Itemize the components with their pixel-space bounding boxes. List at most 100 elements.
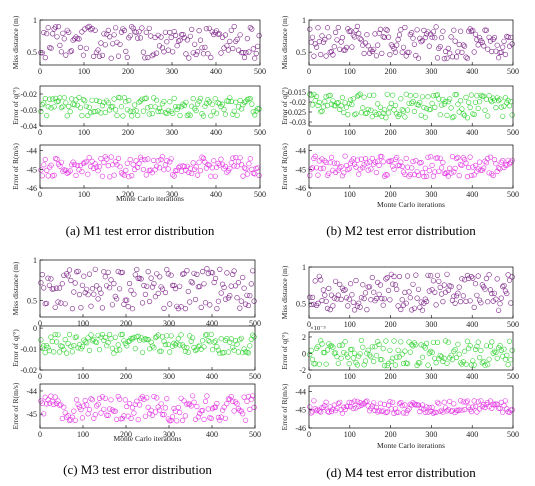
data-point <box>458 299 464 305</box>
data-point <box>43 300 50 306</box>
data-point <box>414 27 420 33</box>
data-point <box>485 113 491 119</box>
data-point <box>55 24 62 30</box>
data-point <box>428 273 434 279</box>
y-tick-label: -44 <box>295 147 306 156</box>
data-point <box>66 331 73 338</box>
data-point <box>58 300 64 306</box>
data-point <box>127 33 133 39</box>
data-point <box>214 400 220 407</box>
data-point <box>417 304 423 310</box>
data-point <box>84 286 90 292</box>
data-point <box>227 95 233 101</box>
data-point <box>187 401 193 407</box>
data-point <box>121 413 127 419</box>
data-point <box>92 108 98 115</box>
data-point <box>334 37 340 43</box>
scatter-series <box>307 153 515 180</box>
data-point <box>407 295 413 301</box>
data-point <box>66 267 73 273</box>
data-point <box>86 407 93 413</box>
data-point <box>320 165 327 171</box>
data-point <box>129 24 135 30</box>
data-point <box>214 344 220 350</box>
data-point <box>369 155 375 162</box>
data-point <box>396 32 403 38</box>
data-point <box>455 290 461 296</box>
data-point <box>218 156 224 162</box>
data-point <box>361 50 367 57</box>
y-tick-label: -45 <box>295 165 306 174</box>
data-point <box>142 291 148 298</box>
data-point <box>497 301 503 307</box>
data-point <box>502 398 509 404</box>
y-tick-label: 0 <box>33 324 37 333</box>
data-point <box>83 45 89 51</box>
data-point <box>63 414 70 420</box>
data-point <box>346 166 352 172</box>
data-point <box>112 25 119 31</box>
data-point <box>38 280 44 286</box>
data-point <box>137 402 143 408</box>
data-point <box>414 362 420 369</box>
data-point <box>89 158 95 164</box>
data-point <box>85 171 91 177</box>
data-point <box>337 399 343 405</box>
data-point <box>185 288 191 295</box>
data-point <box>464 115 471 121</box>
data-point <box>352 307 358 313</box>
data-point <box>45 275 51 281</box>
data-point <box>96 53 103 59</box>
data-point <box>214 28 220 34</box>
data-point <box>327 92 333 98</box>
data-point <box>155 404 161 410</box>
data-point <box>501 282 507 289</box>
x-tick-label: 300 <box>163 430 175 439</box>
data-point <box>85 112 91 119</box>
data-point <box>227 165 233 172</box>
data-point <box>238 335 244 341</box>
data-point <box>237 97 243 104</box>
data-point <box>320 39 327 45</box>
x-tick-label: 300 <box>166 128 178 137</box>
data-point <box>464 174 471 180</box>
data-point <box>56 285 63 291</box>
data-point <box>350 355 356 361</box>
data-point <box>482 107 488 113</box>
data-point <box>137 98 144 104</box>
data-point <box>415 55 422 61</box>
data-point <box>84 402 90 408</box>
data-point <box>380 110 386 116</box>
data-point <box>99 102 105 109</box>
data-point <box>502 95 509 101</box>
data-point <box>234 36 240 43</box>
data-point <box>135 35 141 41</box>
data-point <box>89 97 95 103</box>
x-tick-label: 500 <box>254 67 266 76</box>
data-point <box>341 350 347 356</box>
data-point <box>448 34 454 40</box>
data-point <box>342 339 348 345</box>
data-point <box>107 34 113 40</box>
data-point <box>365 347 371 353</box>
data-point <box>178 332 184 338</box>
data-point <box>159 334 166 340</box>
data-point <box>116 347 123 353</box>
data-point <box>92 412 98 418</box>
data-point <box>318 166 324 172</box>
data-point <box>434 339 441 346</box>
data-point <box>485 155 491 162</box>
data-point <box>76 36 82 42</box>
data-point <box>148 275 154 281</box>
data-point <box>453 92 460 98</box>
data-point <box>307 294 313 300</box>
data-point <box>328 292 335 298</box>
data-point <box>348 97 354 103</box>
data-point <box>337 46 343 52</box>
data-point <box>92 27 98 33</box>
data-point <box>151 51 157 57</box>
data-point <box>46 348 53 354</box>
data-point <box>487 398 494 404</box>
data-point <box>364 350 370 356</box>
data-point <box>444 360 450 366</box>
